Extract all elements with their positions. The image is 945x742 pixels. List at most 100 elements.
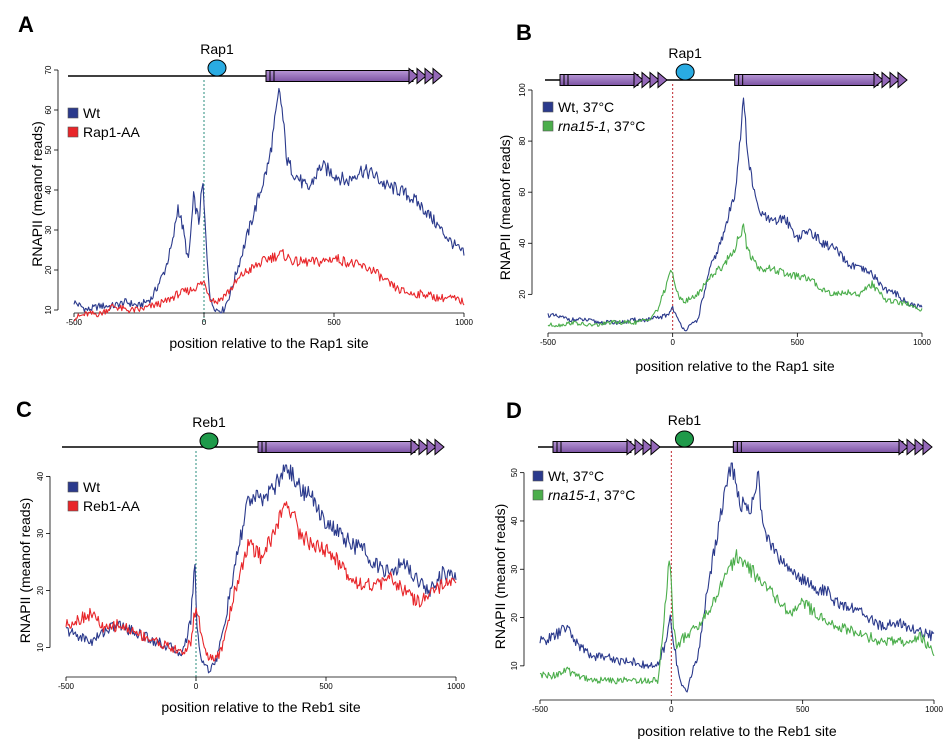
y-tick-label: 20 bbox=[518, 289, 527, 298]
legend-label: Wt bbox=[83, 479, 100, 495]
legend: Wt, 37°C rna15-1, 37°C bbox=[532, 468, 635, 503]
y-axis: 10 20 30 40 50 60 70 bbox=[44, 65, 59, 314]
x-tick-label: 500 bbox=[327, 318, 341, 327]
gene-arrowhead bbox=[914, 438, 925, 456]
panel-C: C Reb1 -500 0 500 1000 position relative to th… bbox=[16, 397, 465, 715]
legend-label: Wt bbox=[83, 105, 100, 121]
x-tick-label: 0 bbox=[669, 705, 674, 714]
gene-arrowhead bbox=[642, 438, 653, 456]
gene-body bbox=[265, 70, 414, 82]
y-tick-label: 10 bbox=[44, 305, 53, 314]
y-tick-label: 10 bbox=[36, 642, 45, 651]
legend-swatch bbox=[67, 500, 79, 512]
x-axis: -500 0 500 1000 bbox=[532, 699, 943, 714]
rap1-site-marker bbox=[675, 63, 695, 81]
y-tick-label: 40 bbox=[36, 471, 45, 480]
gene-arrowhead bbox=[889, 71, 900, 89]
legend-swatch bbox=[532, 489, 544, 501]
downstream-gene-arrow bbox=[732, 438, 933, 456]
legend: Wt Reb1-AA bbox=[67, 479, 140, 514]
x-tick-label: 1000 bbox=[447, 682, 465, 691]
gene-arrowhead bbox=[906, 438, 917, 456]
factor-label: Rap1 bbox=[200, 41, 234, 57]
x-tick-label: -500 bbox=[66, 318, 83, 327]
y-tick-label: 40 bbox=[44, 185, 53, 194]
gene-arrowhead bbox=[434, 438, 445, 456]
gene-body bbox=[732, 441, 904, 453]
y-tick-label: 50 bbox=[510, 468, 519, 477]
y-tick-label: 50 bbox=[44, 145, 53, 154]
gene-arrowhead bbox=[426, 438, 437, 456]
series-line-wt bbox=[65, 464, 457, 674]
x-axis: -500 0 500 1000 bbox=[58, 676, 465, 691]
y-tick-label: 60 bbox=[44, 105, 53, 114]
y-tick-label: 20 bbox=[44, 265, 53, 274]
legend: Wt Rap1-AA bbox=[67, 105, 140, 140]
x-tick-label: -500 bbox=[532, 705, 549, 714]
y-tick-label: 30 bbox=[510, 564, 519, 573]
y-tick-label: 20 bbox=[36, 585, 45, 594]
y-axis-label: RNAPII (meanof reads) bbox=[17, 498, 33, 644]
panel-B: B Rap1 -500 0 500 1000 position relative to th… bbox=[497, 20, 931, 374]
gene-arrowhead bbox=[641, 71, 652, 89]
x-tick-label: 0 bbox=[670, 338, 675, 347]
factor-label: Reb1 bbox=[668, 412, 702, 428]
legend-label: rna15-1, 37°C bbox=[548, 487, 635, 503]
panel-letter: B bbox=[516, 20, 532, 45]
legend-swatch bbox=[532, 470, 544, 482]
gene-arrowhead bbox=[626, 438, 637, 456]
legend-label: Wt, 37°C bbox=[548, 468, 604, 484]
legend: Wt, 37°C rna15-1, 37°C bbox=[542, 99, 645, 134]
series-line-mutant bbox=[65, 501, 457, 662]
gene-arrowhead bbox=[634, 438, 645, 456]
series-line-mutant bbox=[73, 248, 465, 322]
x-tick-label: 1000 bbox=[925, 705, 943, 714]
x-axis-label: position relative to the Rap1 site bbox=[169, 335, 368, 351]
panel-A: A Rap1 -500 0 500 1000 position relative to th… bbox=[18, 12, 473, 351]
legend-swatch bbox=[67, 481, 79, 493]
y-tick-label: 10 bbox=[510, 661, 519, 670]
gene-arrowhead bbox=[898, 438, 909, 456]
y-axis: 10 20 30 40 50 bbox=[510, 468, 525, 670]
gene-arrowhead bbox=[416, 67, 427, 85]
gene-arrowhead bbox=[432, 67, 443, 85]
gene-body bbox=[552, 441, 632, 453]
panel-letter: D bbox=[506, 398, 522, 423]
y-tick-label: 30 bbox=[44, 225, 53, 234]
upstream-gene-arrow bbox=[559, 71, 668, 89]
y-axis-label: RNAPII (meanof reads) bbox=[492, 504, 508, 650]
series-line-wt bbox=[539, 462, 935, 693]
gene-arrowhead bbox=[633, 71, 644, 89]
gene-arrowhead bbox=[657, 71, 668, 89]
x-tick-label: -500 bbox=[540, 338, 557, 347]
gene-arrowhead bbox=[650, 438, 661, 456]
gene-arrowhead bbox=[408, 67, 419, 85]
series-line-wt bbox=[73, 87, 465, 314]
x-tick-label: 0 bbox=[202, 318, 207, 327]
x-tick-label: -500 bbox=[58, 682, 75, 691]
y-tick-label: 40 bbox=[510, 516, 519, 525]
x-axis: -500 0 500 1000 bbox=[540, 332, 931, 347]
gene-arrowhead bbox=[410, 438, 421, 456]
y-tick-label: 20 bbox=[510, 613, 519, 622]
downstream-gene-arrow bbox=[257, 438, 445, 456]
gene-arrowhead bbox=[649, 71, 660, 89]
legend-swatch bbox=[542, 101, 554, 113]
y-axis-label: RNAPII (meanof reads) bbox=[29, 121, 45, 267]
panel-D: D Reb1 -500 0 500 1000 position relative to th… bbox=[492, 398, 943, 739]
x-tick-label: 1000 bbox=[455, 318, 473, 327]
y-tick-label: 80 bbox=[518, 136, 527, 145]
x-tick-label: 500 bbox=[791, 338, 805, 347]
x-axis: -500 0 500 1000 bbox=[66, 312, 473, 327]
x-axis-label: position relative to the Rap1 site bbox=[635, 358, 834, 374]
y-tick-label: 100 bbox=[518, 83, 527, 97]
factor-label: Reb1 bbox=[192, 414, 226, 430]
series-line-mutant bbox=[539, 549, 935, 685]
downstream-gene-arrow bbox=[265, 67, 443, 85]
x-tick-label: 0 bbox=[194, 682, 199, 691]
gene-body bbox=[559, 74, 639, 86]
gene-arrowhead bbox=[897, 71, 908, 89]
y-tick-label: 70 bbox=[44, 65, 53, 74]
y-axis-label: RNAPII (meanof reads) bbox=[497, 135, 513, 281]
